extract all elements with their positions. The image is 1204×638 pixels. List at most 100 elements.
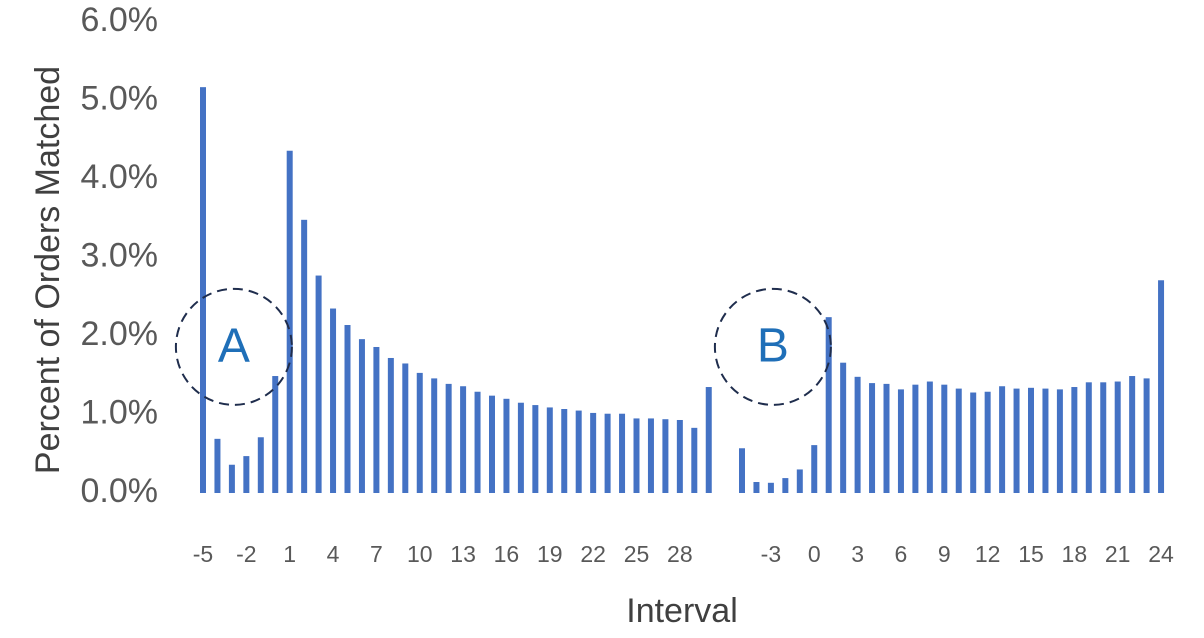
bar: [330, 308, 337, 493]
y-tick-label: 3.0%: [81, 236, 159, 274]
x-tick-label: -2: [236, 541, 256, 567]
x-tick-label: 6: [895, 541, 908, 567]
x-tick-label: 21: [1105, 541, 1131, 567]
bar: [1085, 382, 1092, 493]
bar: [883, 383, 890, 493]
bar: [941, 384, 948, 493]
bar: [676, 419, 683, 493]
bar: [811, 445, 818, 493]
x-tick-label: 0: [808, 541, 821, 567]
y-tick-label: 2.0%: [81, 315, 159, 353]
bar: [243, 456, 250, 493]
bar: [200, 87, 206, 493]
bar: [753, 482, 760, 493]
bar: [546, 407, 553, 493]
bar: [489, 395, 495, 493]
y-tick-label: 6.0%: [81, 1, 159, 39]
x-tick-label: 1: [283, 541, 296, 567]
bar: [854, 376, 861, 493]
bar: [767, 482, 774, 493]
bar: [532, 405, 539, 493]
bar: [840, 362, 847, 493]
bar: [955, 388, 962, 493]
bar: [460, 386, 467, 493]
bar: [619, 413, 626, 493]
bar: [1056, 389, 1063, 493]
bar: [257, 437, 264, 493]
bar: [228, 464, 235, 493]
bar: [1143, 378, 1150, 493]
y-tick-label: 1.0%: [81, 393, 159, 431]
x-tick-label: 4: [327, 541, 340, 567]
bar: [272, 376, 279, 493]
bar: [590, 412, 597, 493]
y-axis-ticks: 0.0% 1.0% 2.0% 3.0% 4.0% 5.0% 6.0%: [81, 1, 159, 510]
y-tick-label: 5.0%: [81, 79, 159, 117]
bar: [503, 398, 510, 493]
x-tick-label: 9: [938, 541, 951, 567]
bar: [358, 339, 365, 493]
x-tick-label: -5: [193, 541, 213, 567]
x-tick-label: 12: [975, 541, 1001, 567]
x-tick-label: 15: [1018, 541, 1044, 567]
bar: [1028, 387, 1034, 493]
x-tick-label: 7: [370, 541, 383, 567]
bar: [970, 392, 977, 493]
bar: [705, 387, 712, 493]
bar: [561, 409, 568, 493]
x-tick-label: -3: [761, 541, 781, 567]
bar: [387, 357, 394, 493]
bar: [416, 372, 423, 493]
bar: [912, 384, 919, 493]
bar: [214, 438, 221, 493]
x-tick-label: 3: [851, 541, 864, 567]
bar: [926, 381, 933, 493]
annotation-circle: [713, 287, 832, 406]
bar: [373, 346, 380, 493]
x-tick-label: 19: [537, 541, 563, 567]
bar: [315, 275, 322, 493]
bar: [1042, 388, 1049, 493]
bar: [1158, 280, 1165, 493]
bar: [402, 363, 409, 493]
bar: [517, 402, 524, 493]
annotation-circle: [174, 287, 293, 406]
y-tick-label: 4.0%: [81, 158, 159, 196]
bar: [869, 383, 876, 493]
x-axis-title: Interval: [626, 592, 738, 630]
bar: [1013, 388, 1020, 493]
bar: [474, 391, 481, 493]
bar: [301, 219, 308, 493]
x-tick-label: 25: [624, 541, 650, 567]
y-tick-label: 0.0%: [81, 472, 159, 510]
bar: [1100, 382, 1107, 493]
x-tick-label: 10: [407, 541, 433, 567]
bar: [575, 410, 582, 493]
bar: [431, 378, 438, 493]
bar: [604, 413, 611, 493]
annotation-label: B: [757, 320, 789, 373]
bar: [796, 469, 803, 493]
x-axis-ticks: -5 -2 1 4 7 10 13 16 19 22 25 28 -3 0 3 6 9 12 15 18 21 24: [193, 541, 1174, 567]
x-tick-label: 13: [450, 541, 476, 567]
bar: [739, 448, 745, 493]
x-tick-label: 24: [1148, 541, 1174, 567]
bar: [1129, 376, 1136, 493]
x-tick-label: 28: [667, 541, 693, 567]
bar: [691, 427, 698, 493]
bar: [897, 389, 904, 493]
x-tick-label: 22: [580, 541, 606, 567]
bar: [633, 418, 640, 493]
x-tick-label: 16: [494, 541, 520, 567]
y-axis-title: Percent of Orders Matched: [29, 66, 67, 474]
x-tick-label: 18: [1062, 541, 1088, 567]
bar: [445, 383, 452, 493]
bar: [647, 418, 654, 493]
bar: [344, 325, 351, 493]
bar: [662, 419, 669, 493]
bar: [782, 478, 789, 493]
bar: [984, 391, 991, 493]
bar: [1071, 387, 1078, 493]
